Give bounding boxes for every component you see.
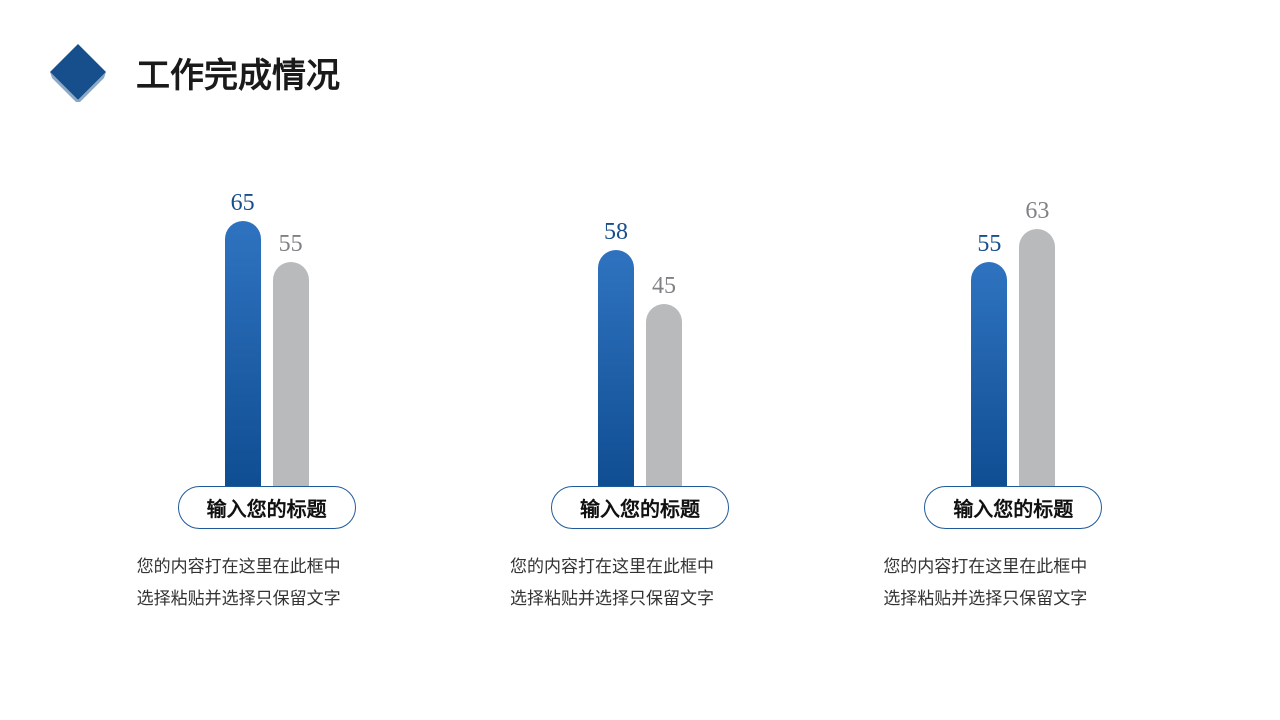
bar-primary <box>225 221 261 490</box>
bar-secondary <box>646 304 682 490</box>
bar-wrap: 65 <box>225 190 261 490</box>
bar-value-label: 58 <box>604 219 628 246</box>
caption-pill: 输入您的标题 <box>551 486 729 529</box>
desc-line: 选择粘贴并选择只保留文字 <box>510 583 770 615</box>
page-header: 工作完成情况 <box>48 42 340 102</box>
bar-secondary <box>273 262 309 490</box>
description-text: 您的内容打在这里在此框中选择粘贴并选择只保留文字 <box>137 551 397 616</box>
description-text: 您的内容打在这里在此框中选择粘贴并选择只保留文字 <box>883 551 1143 616</box>
bar-primary <box>971 262 1007 490</box>
bar-wrap: 63 <box>1019 198 1055 490</box>
desc-line: 选择粘贴并选择只保留文字 <box>137 583 397 615</box>
chart-group: 55 63 输入您的标题您的内容打在这里在此框中选择粘贴并选择只保留文字 <box>853 170 1173 616</box>
desc-line: 您的内容打在这里在此框中 <box>510 551 770 583</box>
diamond-icon <box>48 42 108 102</box>
desc-line: 您的内容打在这里在此框中 <box>137 551 397 583</box>
desc-line: 您的内容打在这里在此框中 <box>883 551 1143 583</box>
bar-value-label: 55 <box>977 231 1001 258</box>
bar-value-label: 55 <box>279 231 303 258</box>
bar-wrap: 58 <box>598 219 634 490</box>
bars-area: 55 63 <box>971 170 1055 490</box>
bar-primary <box>598 250 634 490</box>
chart-group: 58 45 输入您的标题您的内容打在这里在此框中选择粘贴并选择只保留文字 <box>480 170 800 616</box>
caption-pill: 输入您的标题 <box>924 486 1102 529</box>
bars-area: 65 55 <box>225 170 309 490</box>
charts-row: 6555输入您的标题您的内容打在这里在此框中选择粘贴并选择只保留文字5845输入… <box>0 170 1280 616</box>
description-text: 您的内容打在这里在此框中选择粘贴并选择只保留文字 <box>510 551 770 616</box>
chart-group: 65 55 输入您的标题您的内容打在这里在此框中选择粘贴并选择只保留文字 <box>107 170 427 616</box>
bar-secondary <box>1019 229 1055 490</box>
bar-value-label: 45 <box>652 273 676 300</box>
bar-wrap: 45 <box>646 273 682 490</box>
bar-value-label: 65 <box>231 190 255 217</box>
bar-wrap: 55 <box>273 231 309 490</box>
bar-wrap: 55 <box>971 231 1007 490</box>
caption-pill: 输入您的标题 <box>178 486 356 529</box>
page-title: 工作完成情况 <box>136 48 340 97</box>
bar-value-label: 63 <box>1025 198 1049 225</box>
bars-area: 58 45 <box>598 170 682 490</box>
desc-line: 选择粘贴并选择只保留文字 <box>883 583 1143 615</box>
